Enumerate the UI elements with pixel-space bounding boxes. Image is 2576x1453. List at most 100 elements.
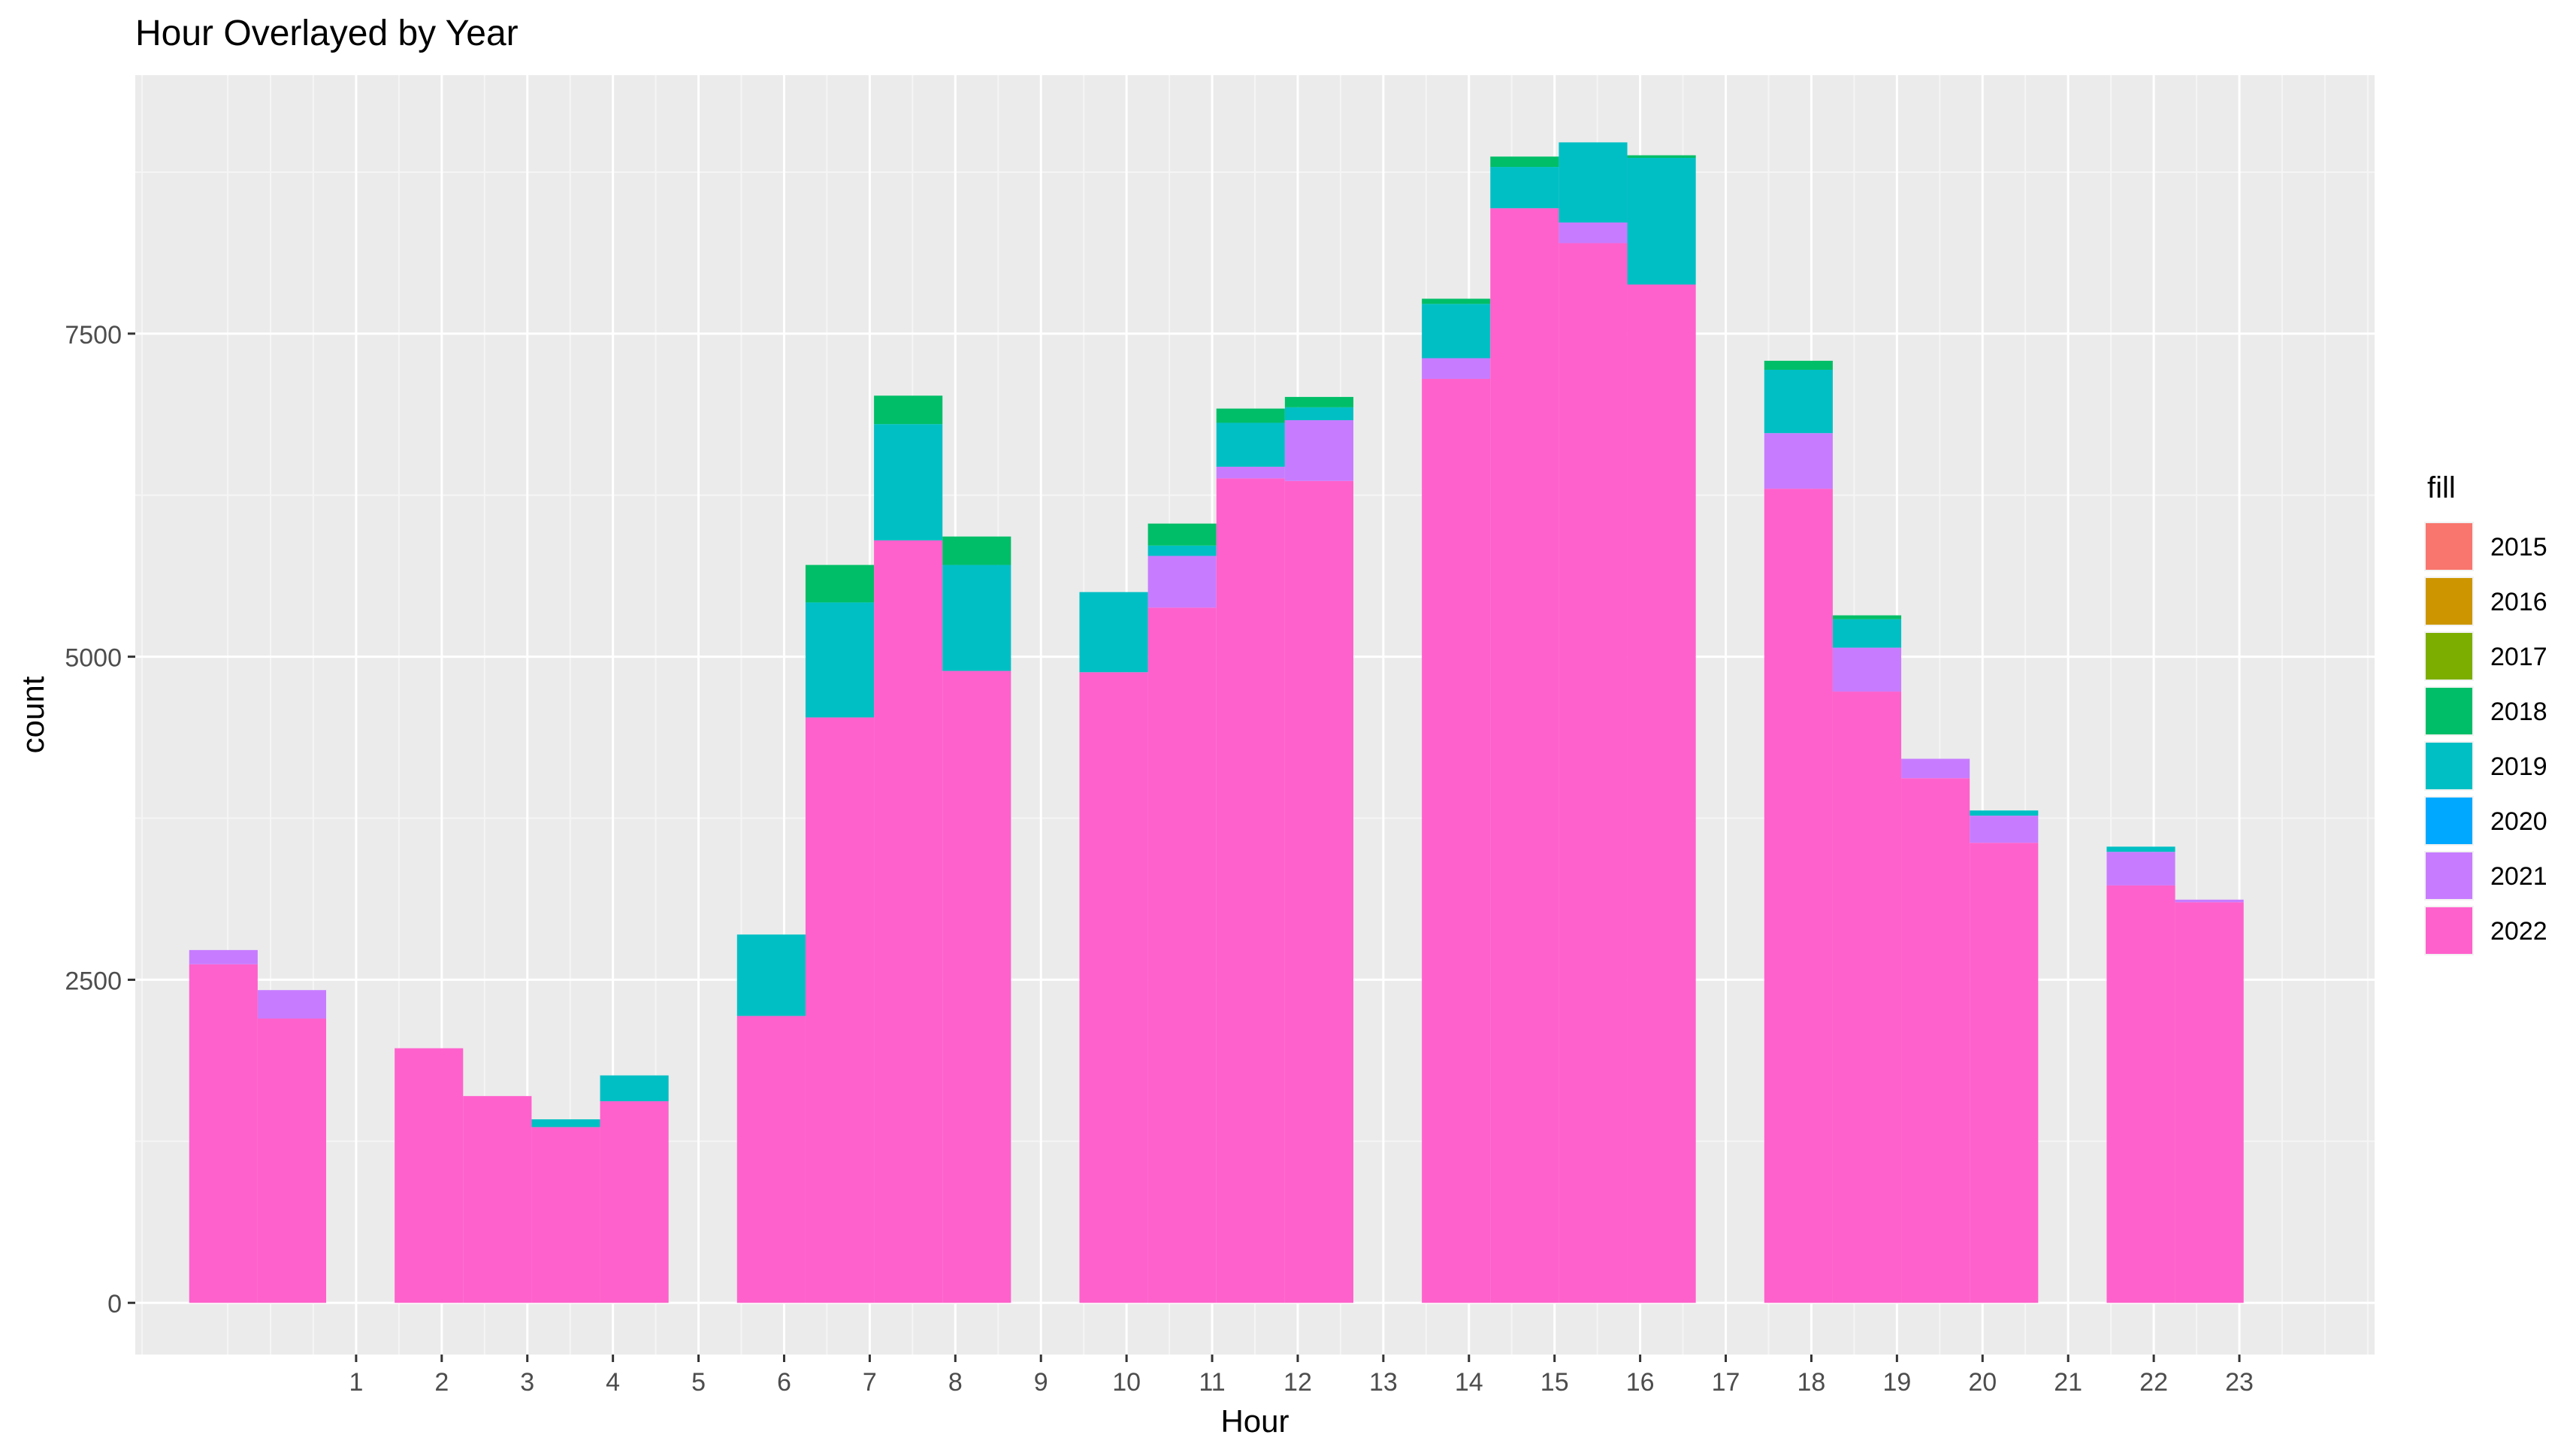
x-tick-label: 11 xyxy=(1199,1368,1225,1397)
x-tick-label: 21 xyxy=(2054,1368,2082,1397)
legend-swatch-2021 xyxy=(2426,852,2472,899)
y-tick-label: 5000 xyxy=(65,644,122,673)
bar-segment-2022 xyxy=(2106,885,2175,1303)
legend-label: 2019 xyxy=(2490,752,2547,781)
bar-segment-2018 xyxy=(1832,615,1902,619)
bar-segment-2021 xyxy=(1901,758,1970,779)
bar-segment-2021 xyxy=(1284,420,1354,481)
bar-segment-2019 xyxy=(1079,592,1148,673)
legend-swatch-2022 xyxy=(2426,907,2472,954)
legend-swatch-2017 xyxy=(2426,633,2472,680)
x-tick-label: 22 xyxy=(2139,1368,2168,1397)
bar-segment-2021 xyxy=(2106,852,2175,885)
legend: fill 2015 2016 2017 2018 2019 2020 2021 2022 xyxy=(2424,471,2547,955)
x-tick-label: 15 xyxy=(1540,1368,1569,1397)
bar-segment-2019 xyxy=(942,565,1011,671)
bar-segment-2019 xyxy=(874,424,943,540)
chart-title: Hour Overlayed by Year xyxy=(135,14,519,53)
bar-segment-2018 xyxy=(1490,156,1559,168)
bar-segment-2019 xyxy=(1559,142,1628,222)
bar-segment-2021 xyxy=(1216,466,1285,479)
y-tick-label: 2500 xyxy=(65,967,122,995)
bar-segment-2022 xyxy=(805,717,875,1303)
bar-segment-2019 xyxy=(805,602,875,718)
bar-segment-2018 xyxy=(805,565,875,603)
bar-segment-2022 xyxy=(463,1096,532,1303)
bar-segment-2022 xyxy=(189,964,258,1303)
x-tick-label: 20 xyxy=(1968,1368,1997,1397)
bar-segment-2022 xyxy=(874,540,943,1303)
legend-swatch-2015 xyxy=(2426,523,2472,570)
bar-segment-2019 xyxy=(1764,369,1833,434)
bar-segment-2022 xyxy=(1490,208,1559,1303)
legend-title: fill xyxy=(2427,471,2456,504)
bar-segment-2019 xyxy=(1832,619,1902,648)
bar-segment-2018 xyxy=(1627,155,1696,159)
bar-segment-2022 xyxy=(1627,284,1696,1303)
bar-segment-2021 xyxy=(1764,433,1833,489)
y-axis: 0 2500 5000 7500 xyxy=(65,321,135,1318)
bar-segment-2021 xyxy=(2175,899,2244,903)
y-tick-label: 0 xyxy=(107,1290,122,1318)
x-tick-label: 1 xyxy=(349,1368,363,1397)
legend-label: 2016 xyxy=(2490,588,2547,616)
bar-segment-2022 xyxy=(257,1019,327,1303)
bar-segment-2022 xyxy=(942,670,1011,1303)
legend-swatch-2019 xyxy=(2426,743,2472,789)
x-tick-label: 14 xyxy=(1455,1368,1483,1397)
bar-segment-2018 xyxy=(874,395,943,425)
bar-segment-2022 xyxy=(1970,843,2039,1303)
x-axis-label: Hour xyxy=(1220,1403,1289,1439)
bar-segment-2021 xyxy=(1832,647,1902,692)
legend-items: 2015 2016 2017 2018 2019 2020 2021 2022 xyxy=(2424,522,2547,955)
bar-segment-2022 xyxy=(395,1048,464,1303)
x-tick-label: 18 xyxy=(1797,1368,1826,1397)
legend-swatch-2020 xyxy=(2426,798,2472,844)
y-axis-label: count xyxy=(15,676,50,753)
x-tick-label: 8 xyxy=(948,1368,963,1397)
legend-label: 2021 xyxy=(2490,862,2547,891)
bar-segment-2019 xyxy=(1627,158,1696,285)
bar-segment-2021 xyxy=(1559,222,1628,244)
bar-segment-2019 xyxy=(1422,304,1491,359)
bar-segment-2022 xyxy=(1901,778,1970,1303)
bar-segment-2018 xyxy=(1422,298,1491,304)
bar-segment-2021 xyxy=(1422,358,1491,380)
bar-segment-2019 xyxy=(531,1119,600,1128)
x-tick-label: 3 xyxy=(520,1368,534,1397)
bar-segment-2018 xyxy=(1216,408,1285,423)
bar-segment-2019 xyxy=(2106,846,2175,852)
x-tick-label: 13 xyxy=(1369,1368,1398,1397)
bar-segment-2019 xyxy=(1970,810,2039,816)
bar-segment-2022 xyxy=(1284,480,1354,1303)
bar-segment-2022 xyxy=(600,1101,669,1303)
legend-swatch-2016 xyxy=(2426,578,2472,625)
legend-label: 2015 xyxy=(2490,533,2547,562)
bar-segment-2019 xyxy=(1147,545,1217,556)
bar-segment-2018 xyxy=(1764,360,1833,370)
bar-segment-2022 xyxy=(1079,672,1148,1303)
x-tick-label: 7 xyxy=(863,1368,877,1397)
bar-segment-2019 xyxy=(1490,167,1559,209)
bar-segment-2022 xyxy=(531,1127,600,1303)
bar-segment-2022 xyxy=(736,1016,806,1303)
bar-segment-2021 xyxy=(1147,555,1217,608)
x-axis: 1 2 3 4 5 6 7 8 9 10 11 12 13 14 15 16 17 18 19 20 21 22 23 xyxy=(349,1355,2254,1397)
bar-segment-2018 xyxy=(1147,523,1217,546)
bars-layer xyxy=(189,142,2244,1303)
bar-segment-2022 xyxy=(1832,692,1902,1303)
x-tick-label: 23 xyxy=(2225,1368,2254,1397)
x-tick-label: 5 xyxy=(691,1368,706,1397)
legend-label: 2020 xyxy=(2490,807,2547,836)
x-tick-label: 9 xyxy=(1034,1368,1048,1397)
legend-label: 2018 xyxy=(2490,698,2547,726)
bar-segment-2021 xyxy=(257,990,327,1019)
bar-segment-2019 xyxy=(1284,407,1354,421)
bar-segment-2022 xyxy=(1422,379,1491,1303)
bar-segment-2018 xyxy=(1284,397,1354,407)
bar-segment-2018 xyxy=(942,536,1011,565)
bar-segment-2021 xyxy=(1970,816,2039,843)
x-tick-label: 4 xyxy=(606,1368,620,1397)
